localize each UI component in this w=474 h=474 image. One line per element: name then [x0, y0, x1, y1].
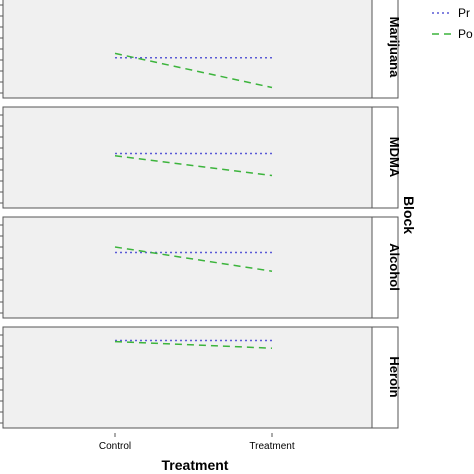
strip — [371, 106, 399, 209]
strip — [371, 0, 399, 99]
legend-label: Pr — [458, 6, 470, 20]
panel-background — [2, 216, 373, 319]
strip-label: MDMA — [387, 137, 402, 178]
x-axis-title: Treatment — [162, 457, 229, 473]
series-line — [114, 154, 273, 177]
panel-background — [2, 326, 373, 429]
strip — [371, 326, 399, 429]
strip-label: Alcohol — [387, 243, 402, 291]
strip — [371, 216, 399, 319]
series-line — [114, 52, 273, 89]
legend-label: Po — [458, 27, 473, 41]
strip-label: Heroin — [387, 356, 402, 397]
series-line — [114, 246, 273, 272]
facet-title: Block — [401, 196, 417, 234]
panel-background — [2, 0, 373, 99]
x-tick-label: Treatment — [249, 441, 294, 452]
series-line — [114, 340, 273, 349]
strip-label: Marijuana — [387, 17, 402, 78]
x-tick-label: Control — [99, 441, 131, 452]
panel-background — [2, 106, 373, 209]
